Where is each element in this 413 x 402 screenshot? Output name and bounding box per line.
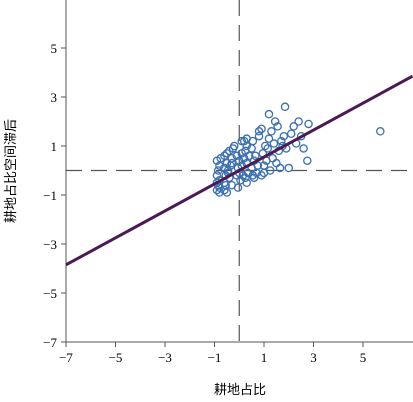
x-tick-label: −1	[208, 350, 222, 365]
data-point	[289, 122, 298, 131]
x-tick-label: 3	[310, 350, 317, 365]
x-tick-label: −5	[109, 350, 123, 365]
data-point	[272, 158, 281, 168]
reference-lines	[66, 0, 413, 342]
data-point	[251, 151, 260, 161]
ticks: −7 −5 −3 −1 1 3 5 −7 −5 −3 −1 1 3 5	[43, 41, 366, 365]
data-point	[238, 171, 248, 180]
y-tick-label: 5	[51, 41, 58, 56]
x-tick-label: −3	[158, 350, 172, 365]
data-point	[248, 136, 258, 146]
data-point	[303, 156, 312, 165]
data-point	[265, 166, 275, 175]
y-tick-label: −3	[43, 237, 57, 252]
axis-labels: 耕地占比 耕地占比空间滞后	[3, 119, 266, 398]
data-point	[227, 158, 237, 168]
y-tick-label: −7	[43, 335, 57, 350]
data-point	[239, 136, 249, 146]
data-point	[264, 109, 274, 119]
data-point	[260, 141, 270, 151]
data-point	[254, 131, 264, 141]
x-tick-label: 5	[360, 350, 367, 365]
data-point	[212, 171, 222, 180]
data-point	[257, 171, 266, 180]
y-tick-label: 3	[51, 90, 58, 105]
data-point	[230, 141, 239, 151]
data-point	[286, 129, 296, 138]
data-point	[264, 134, 274, 143]
data-point	[254, 127, 264, 136]
data-point	[279, 131, 289, 141]
data-point	[304, 119, 313, 129]
data-point	[227, 153, 237, 163]
data-point	[270, 117, 280, 126]
data-point	[299, 144, 308, 153]
data-point	[273, 122, 282, 131]
x-tick-label: −7	[59, 350, 73, 365]
data-point	[222, 149, 232, 158]
x-axis-title: 耕地占比	[214, 382, 266, 398]
data-point	[280, 102, 290, 112]
y-tick-label: −5	[43, 286, 57, 301]
data-point	[249, 173, 259, 183]
data-point	[220, 151, 229, 161]
data-point	[257, 124, 266, 134]
data-point	[294, 117, 303, 126]
fit-line	[65, 74, 413, 267]
data-point	[232, 151, 242, 161]
data-point	[239, 153, 249, 163]
data-point	[233, 183, 243, 192]
y-axis-title: 耕地占比空间滞后	[3, 119, 19, 223]
data-point	[267, 127, 276, 136]
x-tick-label: 1	[261, 350, 268, 365]
data-point	[275, 163, 285, 173]
data-point	[268, 153, 277, 163]
data-point	[241, 173, 250, 183]
data-point	[277, 136, 286, 146]
data-point	[237, 136, 246, 146]
y-tick-label: −1	[43, 188, 57, 203]
data-point	[242, 178, 251, 187]
data-point	[263, 144, 272, 153]
data-point	[284, 163, 293, 173]
data-point	[222, 188, 232, 197]
y-tick-label: 1	[51, 139, 58, 154]
data-point	[234, 156, 244, 165]
data-point	[244, 151, 254, 161]
data-point	[269, 139, 279, 148]
fit-line-group	[65, 74, 413, 267]
data-point	[376, 127, 385, 136]
